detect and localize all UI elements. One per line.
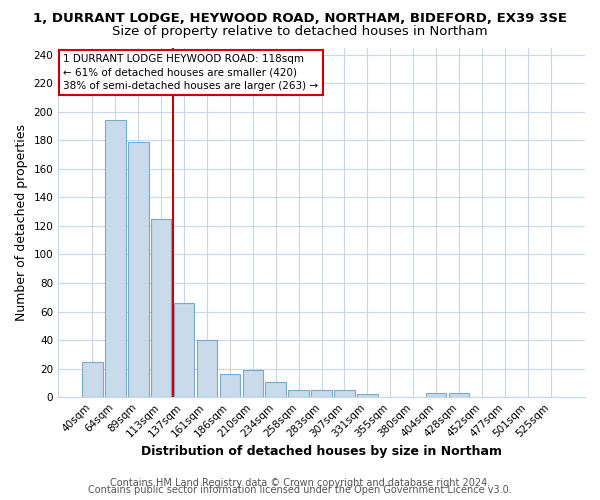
Bar [220, 374, 240, 397]
Text: 1, DURRANT LODGE, HEYWOOD ROAD, NORTHAM, BIDEFORD, EX39 3SE: 1, DURRANT LODGE, HEYWOOD ROAD, NORTHAM,… [33, 12, 567, 26]
X-axis label: Distribution of detached houses by size in Northam: Distribution of detached houses by size … [141, 444, 502, 458]
Bar [242, 370, 263, 397]
Text: Contains public sector information licensed under the Open Government Licence v3: Contains public sector information licen… [88, 485, 512, 495]
Bar [334, 390, 355, 397]
Bar [265, 382, 286, 397]
Bar [82, 362, 103, 397]
Bar [449, 393, 469, 397]
Text: Size of property relative to detached houses in Northam: Size of property relative to detached ho… [112, 25, 488, 38]
Bar [197, 340, 217, 397]
Bar [289, 390, 309, 397]
Text: 1 DURRANT LODGE HEYWOOD ROAD: 118sqm
← 61% of detached houses are smaller (420)
: 1 DURRANT LODGE HEYWOOD ROAD: 118sqm ← 6… [64, 54, 319, 91]
Bar [357, 394, 378, 397]
Bar [311, 390, 332, 397]
Bar [426, 393, 446, 397]
Text: Contains HM Land Registry data © Crown copyright and database right 2024.: Contains HM Land Registry data © Crown c… [110, 478, 490, 488]
Bar [151, 219, 172, 397]
Bar [105, 120, 125, 397]
Bar [128, 142, 149, 397]
Y-axis label: Number of detached properties: Number of detached properties [15, 124, 28, 321]
Bar [174, 303, 194, 397]
